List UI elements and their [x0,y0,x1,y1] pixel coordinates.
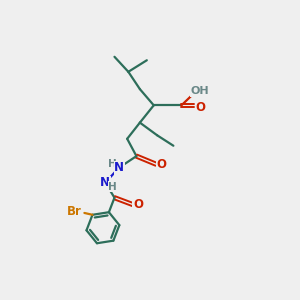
Text: H: H [108,182,117,192]
Text: H: H [108,158,117,169]
Text: O: O [195,101,206,114]
Text: N: N [114,161,124,174]
Text: N: N [100,176,110,189]
Text: OH: OH [190,86,209,96]
Text: Br: Br [67,205,81,218]
Text: O: O [133,198,143,211]
Text: O: O [156,158,166,171]
